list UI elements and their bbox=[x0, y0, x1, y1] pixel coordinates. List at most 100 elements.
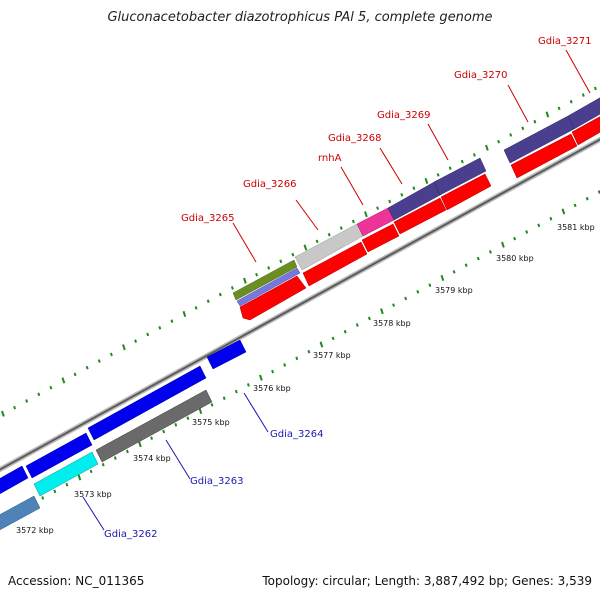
tick-mark bbox=[291, 252, 295, 257]
tick-mark bbox=[134, 339, 138, 343]
gene-gdia-3263-cyan-arrow[interactable] bbox=[33, 451, 99, 497]
tick-mark bbox=[448, 166, 452, 171]
tick-mark bbox=[452, 270, 456, 274]
tick-mark bbox=[267, 266, 271, 270]
gene-label-gdia-3262[interactable]: Gdia_3262 bbox=[104, 529, 157, 540]
gene-label-gdia-3266[interactable]: Gdia_3266 bbox=[243, 179, 296, 190]
scale-label-3577: 3577 kbp bbox=[313, 351, 351, 360]
tick-mark bbox=[557, 106, 561, 111]
tick-mark bbox=[569, 99, 573, 104]
cds-gdia-3265[interactable] bbox=[239, 275, 307, 321]
gene-gdia-3263-arrow[interactable] bbox=[95, 389, 213, 463]
tick-mark bbox=[122, 344, 126, 351]
tick-mark bbox=[416, 290, 420, 294]
cds-rnha[interactable] bbox=[361, 223, 400, 253]
cds-gdia-3270[interactable] bbox=[510, 133, 578, 179]
tick-mark bbox=[561, 208, 566, 215]
tick-mark bbox=[428, 283, 432, 287]
gene-label-gdia-3263[interactable]: Gdia_3263 bbox=[190, 476, 243, 487]
tick-mark bbox=[331, 336, 335, 341]
cds-gdia-3268[interactable] bbox=[393, 197, 447, 235]
tick-mark bbox=[464, 263, 468, 268]
tick-mark bbox=[186, 416, 190, 420]
gene-blue-1-arrow[interactable] bbox=[0, 465, 29, 496]
tick-mark bbox=[509, 133, 513, 137]
tick-mark bbox=[460, 159, 464, 164]
scale-tick-ring bbox=[17, 190, 600, 514]
gene-gdia-3265-arrow[interactable] bbox=[232, 259, 298, 301]
tick-mark bbox=[351, 219, 355, 224]
forward-cds-track bbox=[239, 110, 600, 321]
tick-mark bbox=[364, 211, 368, 218]
tick-mark bbox=[101, 462, 105, 467]
gene-gdia-3262-arrow[interactable] bbox=[0, 495, 41, 532]
scale-label-3576: 3576 kbp bbox=[253, 384, 291, 393]
scale-label-3574: 3574 kbp bbox=[133, 454, 171, 463]
tick-mark bbox=[230, 286, 234, 290]
tick-mark bbox=[501, 241, 505, 248]
tick-mark bbox=[573, 203, 577, 208]
label-leader-lines bbox=[82, 49, 591, 531]
tick-mark bbox=[77, 474, 82, 481]
tick-mark bbox=[436, 173, 440, 177]
tick-mark bbox=[194, 306, 198, 310]
tick-mark bbox=[593, 86, 597, 91]
gene-label-gdia-3271[interactable]: Gdia_3271 bbox=[538, 36, 591, 47]
tick-mark bbox=[255, 272, 259, 277]
scale-labels: 3572 kbp 3573 kbp 3574 kbp 3575 kbp 3576… bbox=[16, 223, 595, 535]
tick-mark bbox=[25, 399, 29, 403]
scale-label-3581: 3581 kbp bbox=[557, 223, 595, 232]
tick-mark bbox=[210, 403, 214, 407]
tick-mark bbox=[367, 316, 371, 321]
genome-backbone bbox=[0, 136, 600, 473]
tick-mark bbox=[146, 332, 150, 337]
gene-gdia-3264-arrow[interactable] bbox=[206, 339, 247, 370]
gene-label-gdia-3270[interactable]: Gdia_3270 bbox=[454, 70, 507, 81]
tick-mark bbox=[404, 296, 408, 301]
tick-mark bbox=[513, 236, 517, 241]
gene-label-gdia-3264[interactable]: Gdia_3264 bbox=[270, 429, 323, 440]
outer-tick-ring bbox=[1, 86, 597, 417]
tick-mark bbox=[170, 319, 174, 323]
tick-mark bbox=[388, 199, 392, 204]
tick-mark bbox=[533, 119, 537, 124]
tick-mark bbox=[174, 423, 178, 427]
accession-text: Accession: NC_011365 bbox=[8, 574, 145, 588]
tick-mark bbox=[581, 93, 585, 97]
tick-mark bbox=[89, 469, 93, 474]
gene-gdia-3265b-arrow[interactable] bbox=[236, 267, 301, 307]
tick-mark bbox=[319, 341, 324, 348]
cds-gdia-3269[interactable] bbox=[440, 173, 492, 211]
tick-mark bbox=[182, 310, 187, 317]
tick-mark bbox=[355, 323, 359, 327]
tick-mark bbox=[97, 359, 101, 363]
scale-label-3573: 3573 kbp bbox=[74, 490, 112, 499]
tick-mark bbox=[259, 374, 263, 381]
tick-mark bbox=[343, 329, 347, 334]
scale-label-3580: 3580 kbp bbox=[496, 254, 534, 263]
tick-mark bbox=[376, 206, 380, 210]
genome-stats-text: Topology: circular; Length: 3,887,492 bp… bbox=[262, 574, 592, 588]
gene-gdia-3271-arrow[interactable] bbox=[567, 92, 600, 130]
tick-mark bbox=[162, 429, 166, 434]
tick-mark bbox=[380, 308, 384, 315]
tick-mark bbox=[13, 405, 17, 410]
gene-blue-3-arrow[interactable] bbox=[87, 365, 207, 441]
gene-blue-2-arrow[interactable] bbox=[25, 432, 93, 479]
tick-mark bbox=[472, 153, 476, 157]
gene-label-gdia-3268[interactable]: Gdia_3268 bbox=[328, 133, 381, 144]
gene-label-rnha[interactable]: rnhA bbox=[318, 153, 342, 164]
gene-gdia-3269-arrow[interactable] bbox=[433, 157, 487, 196]
map-title: Gluconacetobacter diazotrophicus PAl 5, … bbox=[107, 10, 493, 25]
cds-gdia-3266[interactable] bbox=[302, 241, 368, 287]
tick-mark bbox=[315, 239, 319, 244]
cds-gdia-3271[interactable] bbox=[571, 110, 600, 146]
gene-label-gdia-3265[interactable]: Gdia_3265 bbox=[181, 213, 234, 224]
scale-label-3579: 3579 kbp bbox=[435, 286, 473, 295]
tick-mark bbox=[109, 352, 113, 357]
tick-mark bbox=[61, 377, 66, 384]
gene-label-gdia-3269[interactable]: Gdia_3269 bbox=[377, 110, 430, 121]
tick-mark bbox=[440, 274, 445, 281]
tick-mark bbox=[53, 489, 57, 494]
tick-mark bbox=[525, 230, 529, 234]
